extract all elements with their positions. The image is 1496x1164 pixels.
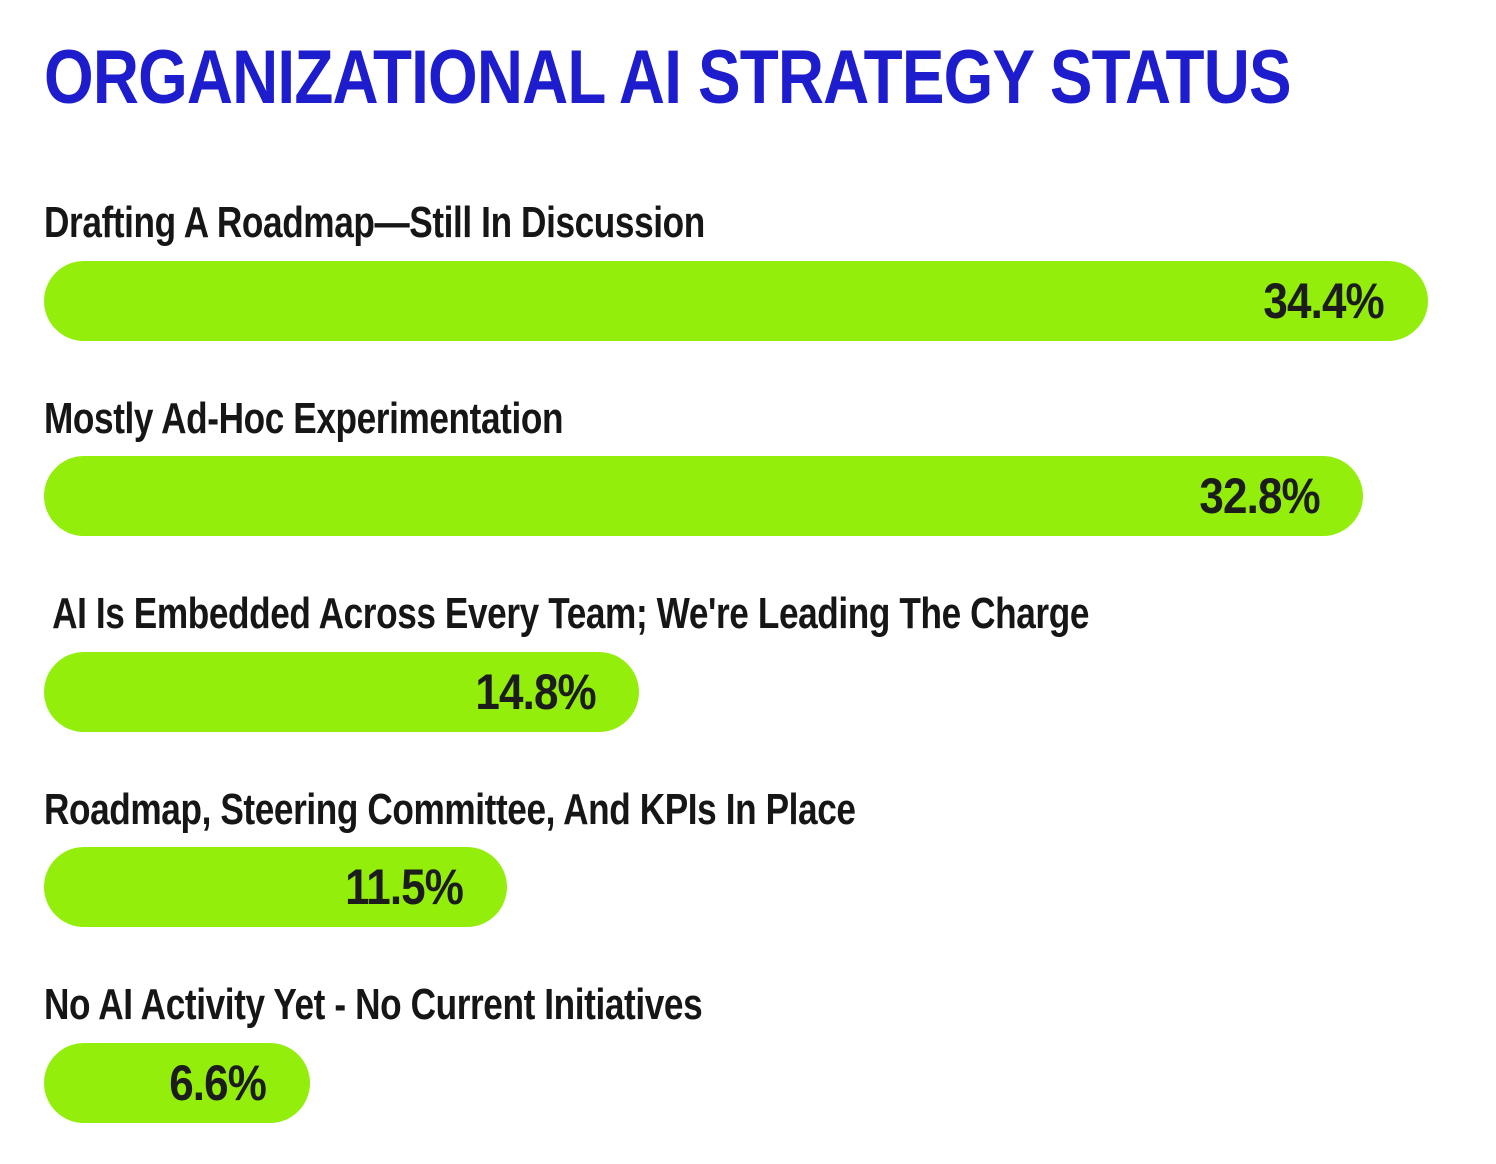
bar-fill: 14.8%: [44, 651, 640, 732]
bar-track: 34.4%: [44, 260, 1452, 341]
bar-fill: 11.5%: [44, 847, 507, 928]
bar-category-label: Roadmap, Steering Committee, And KPIs In…: [44, 784, 856, 834]
bar-chart: Drafting A Roadmap—Still In Discussion 3…: [44, 198, 1452, 1123]
bar-row: Drafting A Roadmap—Still In Discussion 3…: [44, 198, 1452, 341]
bar-fill: 32.8%: [44, 456, 1364, 537]
bar-value-label: 14.8%: [475, 663, 596, 720]
bar-track: 11.5%: [44, 847, 1452, 928]
bar-row: Roadmap, Steering Committee, And KPIs In…: [44, 785, 1452, 928]
bar-row: No AI Activity Yet - No Current Initiati…: [44, 980, 1452, 1123]
bar-track: 32.8%: [44, 456, 1452, 537]
bar-value-label: 32.8%: [1199, 468, 1320, 525]
bar-fill: 6.6%: [44, 1042, 310, 1123]
bar-track: 6.6%: [44, 1042, 1452, 1123]
bar-value-label: 11.5%: [344, 859, 464, 916]
bar-fill: 34.4%: [44, 260, 1428, 341]
bar-value-label: 34.4%: [1263, 272, 1384, 329]
bar-category-label: AI Is Embedded Across Every Team; We're …: [44, 589, 1089, 639]
bar-category-label: Mostly Ad-Hoc Experimentation: [44, 393, 564, 443]
bar-track: 14.8%: [44, 651, 1452, 732]
bar-category-label: No AI Activity Yet - No Current Initiati…: [44, 980, 703, 1030]
bar-category-label: Drafting A Roadmap—Still In Discussion: [44, 198, 705, 247]
bar-row: AI Is Embedded Across Every Team; We're …: [44, 589, 1452, 732]
bar-row: Mostly Ad-Hoc Experimentation 32.8%: [44, 394, 1452, 537]
bar-value-label: 6.6%: [168, 1054, 267, 1111]
page-title: ORGANIZATIONAL AI STRATEGY STATUS: [44, 35, 1292, 120]
